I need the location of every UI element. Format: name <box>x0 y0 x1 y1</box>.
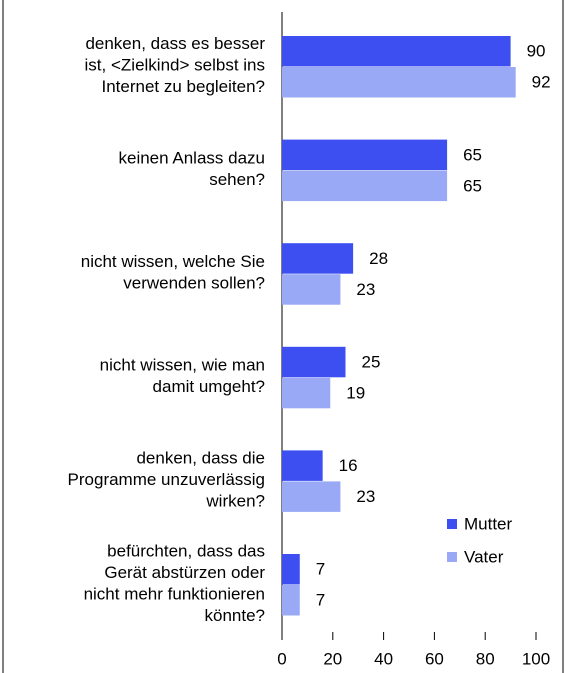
value-label: 65 <box>463 176 482 195</box>
legend-label: Vater <box>464 547 504 566</box>
value-label: 16 <box>339 456 358 475</box>
value-label: 65 <box>463 145 482 164</box>
value-label: 7 <box>316 591 325 610</box>
bar <box>282 481 341 512</box>
bar <box>282 346 346 378</box>
x-tick-label: 20 <box>323 649 342 668</box>
bar <box>282 585 300 616</box>
bar <box>282 36 511 67</box>
x-tick-label: 60 <box>425 649 444 668</box>
value-label: 25 <box>362 353 381 372</box>
value-label: 19 <box>346 384 365 403</box>
value-label: 28 <box>369 249 388 268</box>
category-label: keinen Anlass dazu sehen? <box>119 149 266 190</box>
value-label: 23 <box>356 280 375 299</box>
value-label: 7 <box>316 560 325 579</box>
bar <box>282 243 354 274</box>
value-label: 90 <box>527 42 546 61</box>
value-label: 92 <box>532 73 551 92</box>
x-tick-label: 0 <box>277 649 286 668</box>
bar <box>282 67 516 98</box>
x-tick-label: 80 <box>476 649 495 668</box>
category-label: nicht wissen, welche Sie verwenden sollen… <box>81 252 265 293</box>
bar <box>282 554 300 585</box>
category-label: denken, dass die Programme unzuverlässig w… <box>68 449 265 511</box>
legend-swatch <box>447 552 457 562</box>
value-label: 23 <box>356 487 375 506</box>
legend-swatch <box>447 519 457 529</box>
bar <box>282 377 331 409</box>
legend-label: Mutter <box>464 514 513 533</box>
category-label: befürchten, dass das Gerät abstürzen oder… <box>84 542 266 626</box>
bar <box>282 139 448 171</box>
bar <box>282 170 448 202</box>
x-tick-label: 100 <box>522 649 550 668</box>
category-label: denken, dass es besser ist, <Zielkind> se… <box>85 34 266 96</box>
x-tick-label: 40 <box>374 649 393 668</box>
category-label: nicht wissen, wie man damit umgeht? <box>100 356 265 397</box>
bar <box>282 450 323 481</box>
bar <box>282 274 341 305</box>
